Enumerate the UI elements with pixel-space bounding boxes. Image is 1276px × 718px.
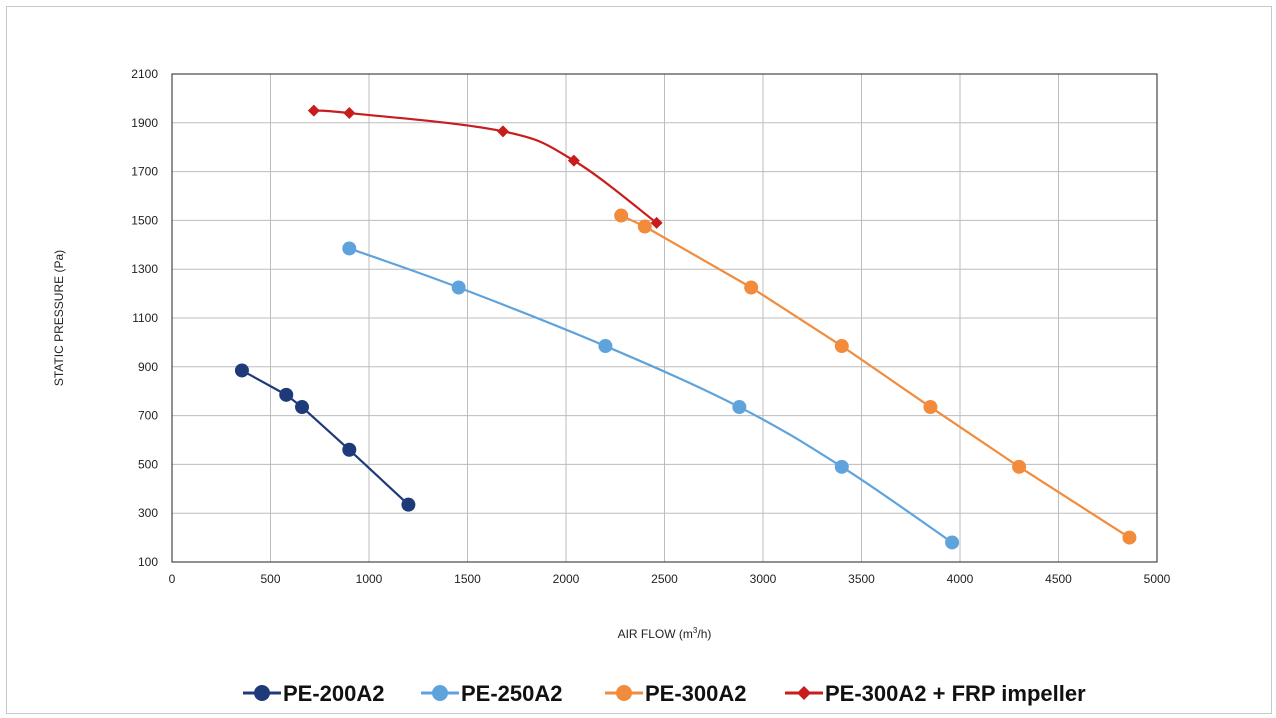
legend-label: PE-250A2 — [461, 681, 563, 706]
legend: PE-200A2 PE-250A2 PE-300A2 PE-300A2 + FRP i… — [243, 681, 1086, 706]
y-tick-label: 100 — [138, 555, 158, 569]
y-axis-title: STATIC PRESSURE (Pa) — [52, 250, 66, 386]
chart-frame: 0 500 1000 1500 2000 2500 3000 3500 4000 4500 5000… — [6, 6, 1272, 714]
data-point — [923, 400, 938, 415]
data-point — [834, 459, 849, 474]
data-point — [1122, 530, 1137, 545]
series-line-4 — [313, 109, 658, 224]
x-axis-title: AIR FLOW (m3/h) — [618, 626, 712, 641]
x-tick-label: 2500 — [651, 572, 678, 586]
data-point — [234, 363, 249, 378]
chart: 0 500 1000 1500 2000 2500 3000 3500 4000 4500 5000… — [52, 67, 1171, 706]
data-point — [451, 280, 466, 295]
x-tick-label: 4500 — [1045, 572, 1072, 586]
data-point — [650, 216, 663, 229]
y-tick-label: 1300 — [131, 262, 158, 276]
data-point — [343, 107, 356, 120]
legend-swatch-marker — [797, 686, 811, 700]
y-tick-label: 2100 — [131, 67, 158, 81]
y-tick-label: 1500 — [131, 213, 158, 227]
x-axis-title-main: AIR FLOW (m — [618, 627, 693, 641]
legend-swatch-marker — [254, 685, 270, 701]
data-point — [598, 339, 613, 354]
x-tick-label: 500 — [260, 572, 280, 586]
y-tick-label: 700 — [138, 409, 158, 423]
data-point — [295, 400, 310, 415]
legend-item: PE-250A2 — [421, 681, 563, 706]
x-tick-label: 5000 — [1144, 572, 1171, 586]
legend-swatch-marker — [616, 685, 632, 701]
y-tick-label: 900 — [138, 360, 158, 374]
data-point — [744, 280, 759, 295]
series-line-1 — [241, 369, 410, 506]
data-point — [401, 497, 416, 512]
data-point — [342, 442, 357, 457]
series-lines — [241, 109, 1131, 544]
legend-label: PE-200A2 — [283, 681, 385, 706]
x-tick-label: 3500 — [848, 572, 875, 586]
data-point — [637, 219, 652, 234]
series-markers — [234, 104, 1137, 550]
data-point — [614, 208, 629, 223]
data-point — [567, 154, 580, 167]
x-tick-label: 2000 — [553, 572, 580, 586]
plot-border — [171, 73, 1158, 563]
x-tick-label: 4000 — [947, 572, 974, 586]
grid — [171, 73, 1158, 563]
legend-item: PE-300A2 — [605, 681, 747, 706]
legend-label: PE-300A2 + FRP impeller — [825, 681, 1086, 706]
data-point — [834, 339, 849, 354]
tick-labels: 0 500 1000 1500 2000 2500 3000 3500 4000 4500 5000… — [131, 67, 1170, 586]
y-tick-label: 500 — [138, 457, 158, 471]
data-point — [496, 125, 509, 138]
data-point — [732, 400, 747, 415]
legend-label: PE-300A2 — [645, 681, 747, 706]
legend-swatch-marker — [432, 685, 448, 701]
data-point — [945, 535, 960, 550]
y-tick-label: 1700 — [131, 165, 158, 179]
y-tick-label: 1100 — [132, 311, 158, 325]
data-point — [342, 241, 357, 256]
legend-item: PE-200A2 — [243, 681, 385, 706]
x-tick-label: 0 — [169, 572, 176, 586]
x-tick-label: 1500 — [454, 572, 481, 586]
x-tick-label: 1000 — [356, 572, 383, 586]
x-tick-label: 3000 — [750, 572, 777, 586]
y-tick-label: 300 — [138, 506, 158, 520]
x-axis-title-end: /h) — [697, 627, 711, 641]
data-point — [1012, 459, 1027, 474]
data-point — [279, 387, 294, 402]
legend-item: PE-300A2 + FRP impeller — [785, 681, 1086, 706]
data-point — [307, 104, 320, 117]
y-tick-label: 1900 — [131, 116, 158, 130]
x-axis-title-sup: 3 — [693, 626, 698, 635]
